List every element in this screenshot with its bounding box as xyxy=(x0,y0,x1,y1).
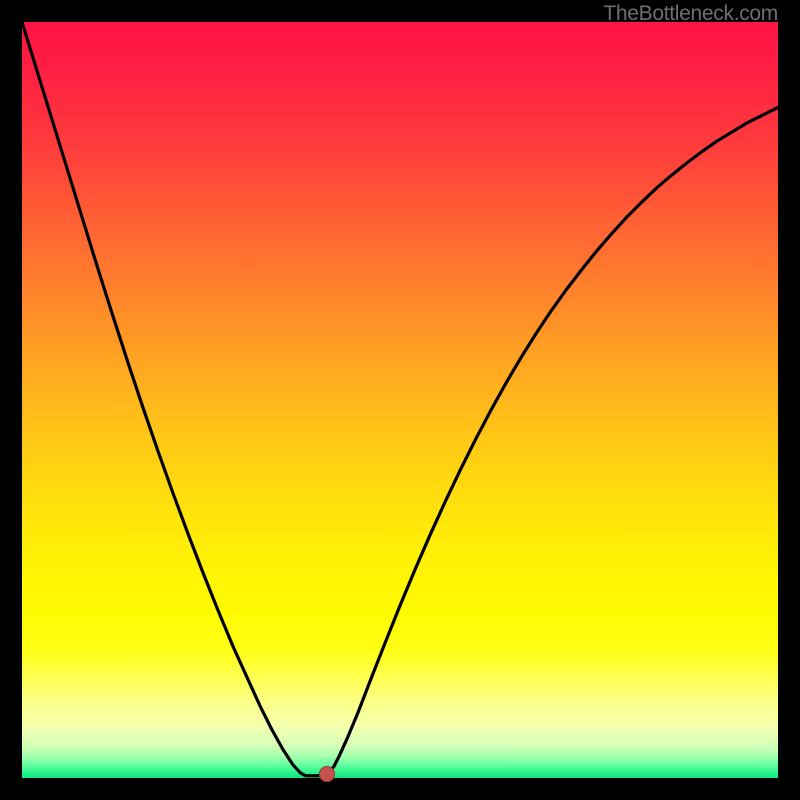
plot-area xyxy=(22,22,778,778)
minimum-marker xyxy=(319,766,335,782)
watermark-text: TheBottleneck.com xyxy=(603,2,778,26)
curve-path xyxy=(22,22,778,776)
curve-svg xyxy=(22,22,778,778)
